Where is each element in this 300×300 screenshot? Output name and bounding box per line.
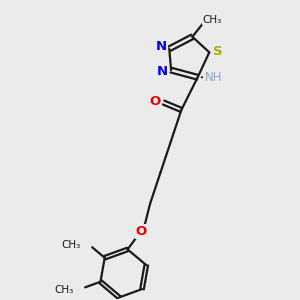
Text: O: O: [136, 225, 147, 238]
Text: S: S: [212, 45, 222, 58]
Text: CH₃: CH₃: [61, 240, 81, 250]
Text: O: O: [150, 95, 161, 108]
Text: CH₃: CH₃: [202, 14, 222, 25]
Text: N: N: [157, 65, 168, 78]
Text: CH₃: CH₃: [55, 285, 74, 295]
Text: NH: NH: [204, 71, 222, 84]
Text: N: N: [155, 40, 167, 53]
